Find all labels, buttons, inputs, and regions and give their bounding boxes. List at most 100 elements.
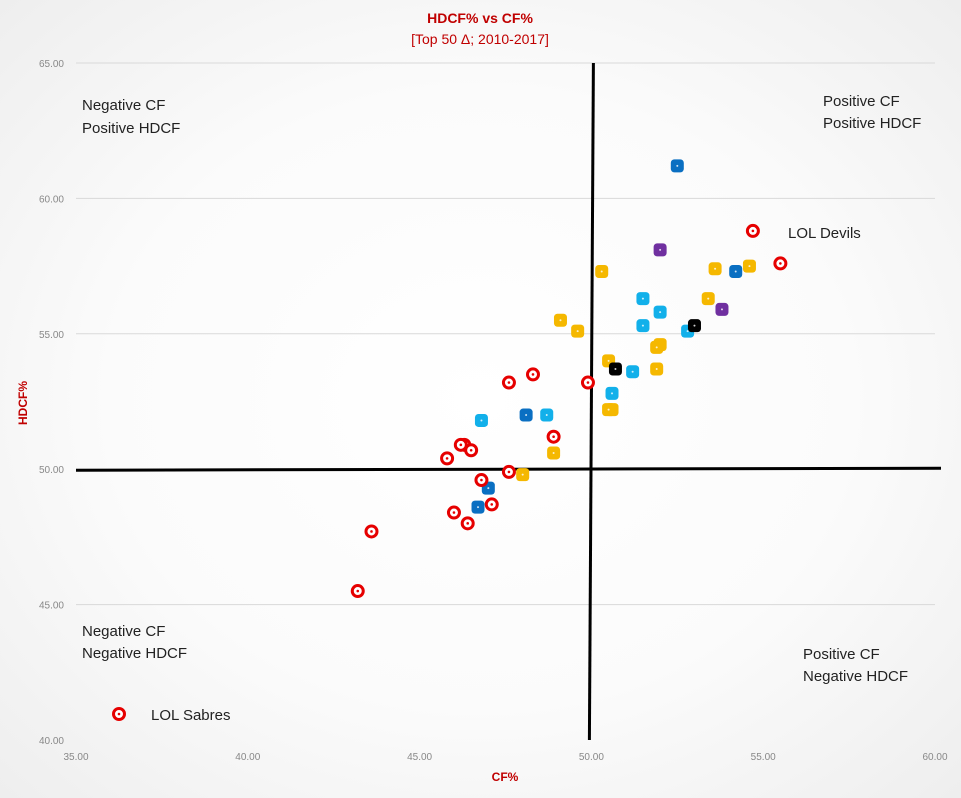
square-center <box>614 368 617 371</box>
square-center <box>545 414 548 417</box>
square-center <box>734 270 737 273</box>
data-point-red <box>501 375 516 390</box>
y-tick-label: 65.00 <box>39 59 64 70</box>
square-center <box>487 487 490 490</box>
square-center <box>552 451 555 454</box>
quadrant-axes <box>75 62 942 741</box>
square-center <box>559 319 562 322</box>
data-point-red <box>484 497 499 512</box>
data-point-lightblue <box>653 305 667 319</box>
ring-center <box>445 457 449 460</box>
legend-devils-label: LOL Devils <box>788 225 861 242</box>
data-point-red <box>446 505 461 520</box>
y-tick-label: 60.00 <box>39 194 64 205</box>
square-center <box>607 408 610 411</box>
y-tick-label: 55.00 <box>39 330 64 341</box>
data-point-red <box>453 437 468 452</box>
square-center <box>611 392 614 395</box>
tick-labels: 40.00 45.00 50.00 55.00 60.00 65.00 35.00 40.00… <box>39 59 948 763</box>
square-center <box>641 324 644 327</box>
square-center <box>707 297 710 300</box>
square-center <box>714 267 717 270</box>
ring-center <box>370 530 373 533</box>
legend-sabres-label: LOL Sabres <box>151 707 231 724</box>
square-center <box>521 473 524 476</box>
square-center <box>607 359 610 362</box>
data-point-gold <box>701 292 715 306</box>
ring-center <box>117 712 121 716</box>
x-tick-label: 55.00 <box>751 752 776 763</box>
ring-center <box>751 229 755 233</box>
square-center <box>631 370 634 373</box>
square-center <box>659 311 662 314</box>
square-center <box>659 248 662 251</box>
data-point-black <box>687 319 701 333</box>
data-point-gold <box>547 446 561 460</box>
square-center <box>655 368 658 371</box>
square-center <box>600 270 603 273</box>
legend-devils: LOL Devils <box>788 225 861 242</box>
ring-center <box>466 522 470 525</box>
data-point-gold <box>595 265 609 279</box>
data-point-blue <box>519 408 533 422</box>
legend-sabres-ring <box>112 707 126 721</box>
data-point-gold <box>650 340 664 354</box>
data-point-red <box>364 524 379 539</box>
data-point-gold <box>602 403 616 417</box>
data-point-lightblue <box>474 413 488 427</box>
quadrant-label-bottom-right-1: Positive CF <box>803 646 880 663</box>
quadrant-label-top-left-1: Negative CF <box>82 97 165 114</box>
ring-center <box>490 503 494 506</box>
ring-center <box>507 470 511 474</box>
square-center <box>477 506 480 509</box>
ring-center <box>507 381 511 384</box>
data-point-red <box>464 443 479 458</box>
x-tick-label: 40.00 <box>235 752 260 763</box>
data-point-red <box>501 464 516 479</box>
data-point-lightblue <box>540 408 554 422</box>
data-point-black <box>608 362 622 376</box>
data-point-red <box>525 367 540 382</box>
data-point-gold <box>516 468 530 482</box>
data-point-gold <box>650 362 664 376</box>
x-tick-label: 35.00 <box>63 752 88 763</box>
data-point-red <box>773 256 788 271</box>
data-point-lightblue <box>636 292 650 306</box>
ring-center <box>452 511 456 514</box>
data-point-red <box>440 451 455 466</box>
ring-center <box>586 381 590 384</box>
x-axis-label: CF% <box>492 770 519 784</box>
data-point-lightblue <box>605 386 619 400</box>
data-point-blue <box>471 500 485 514</box>
data-point-red <box>546 429 561 444</box>
y-tick-label: 40.00 <box>39 736 64 747</box>
data-point-red <box>350 584 365 599</box>
quadrant-label-bottom-left-2: Negative HDCF <box>82 645 187 662</box>
chart-title: HDCF% vs CF% <box>427 10 533 26</box>
x-tick-label: 45.00 <box>407 752 432 763</box>
x-tick-label: 60.00 <box>922 752 947 763</box>
square-center <box>676 164 679 167</box>
quadrant-label-bottom-right-2: Negative HDCF <box>803 668 908 685</box>
data-point-blue <box>729 265 743 279</box>
ring-center <box>531 373 535 376</box>
square-center <box>525 414 528 417</box>
quadrant-label-top-left-2: Positive HDCF <box>82 120 180 137</box>
square-center <box>693 324 696 327</box>
ring-center <box>552 435 555 439</box>
quadrant-label-top-right-2: Positive HDCF <box>823 115 921 132</box>
legend-sabres: LOL Sabres <box>112 707 231 724</box>
chart-subtitle: [Top 50 Δ; 2010-2017] <box>411 31 549 47</box>
ring-center <box>469 448 473 452</box>
y-axis-label: HDCF% <box>16 381 30 425</box>
legend-sabres-marker <box>112 707 126 721</box>
data-point-gold <box>708 262 722 276</box>
data-point-gold <box>742 259 756 273</box>
data-point-red <box>745 223 760 238</box>
data-point-red <box>580 375 595 390</box>
data-point-red <box>460 516 475 531</box>
square-center <box>748 265 751 268</box>
square-center <box>576 330 579 333</box>
